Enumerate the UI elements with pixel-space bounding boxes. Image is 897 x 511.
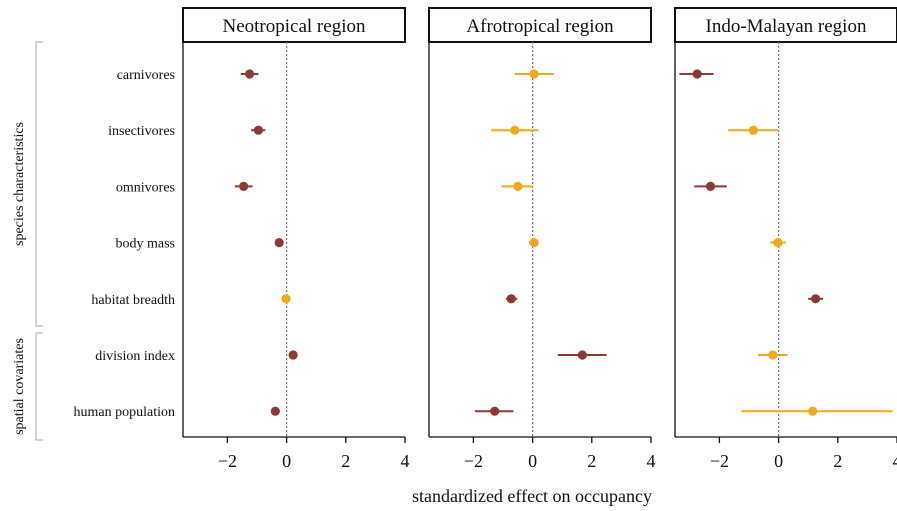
estimate-point-habitat-breadth	[811, 294, 821, 304]
estimate-point-division-index	[577, 350, 587, 360]
estimate-point-habitat-breadth	[281, 294, 291, 304]
estimate-point-insectivores	[510, 125, 520, 135]
estimate-point-human-population	[490, 406, 500, 416]
x-tick-label: 4	[893, 451, 897, 471]
x-tick-label: 0	[282, 451, 291, 471]
row-label-body-mass: body mass	[116, 237, 176, 252]
row-label-insectivores: insectivores	[108, 124, 175, 139]
row-label-habitat-breadth: habitat breadth	[91, 293, 175, 308]
estimate-point-omnivores	[239, 181, 249, 191]
row-label-omnivores: omnivores	[116, 180, 175, 195]
estimate-point-carnivores	[692, 69, 702, 79]
x-axis-title: standardized effect on occupancy	[412, 486, 652, 506]
estimate-point-division-index	[768, 350, 778, 360]
panel-title: Indo-Malayan region	[706, 16, 867, 37]
estimate-point-carnivores	[529, 69, 539, 79]
panel-title: Afrotropical region	[466, 16, 614, 37]
group-label-spatial-covariates: spatial covariates	[12, 338, 27, 435]
group-label-species-characteristics: species characteristics	[12, 122, 27, 246]
panel-afrotropical-region: Afrotropical region −2 0 2 4	[428, 7, 656, 471]
row-label-human-population: human population	[74, 405, 176, 420]
panel-title-box	[674, 7, 897, 43]
x-tick-label: 2	[587, 451, 596, 471]
row-label-division-index: division index	[95, 349, 175, 364]
estimate-point-insectivores	[748, 125, 759, 135]
panel-title: Neotropical region	[223, 16, 366, 37]
estimate-point-body-mass	[529, 238, 539, 248]
estimate-point-omnivores	[705, 181, 716, 191]
x-tick-label: −2	[218, 451, 237, 471]
x-tick-label: −2	[710, 451, 729, 471]
x-tick-label: 0	[528, 451, 537, 471]
x-tick-label: 0	[774, 451, 783, 471]
estimate-point-insectivores	[253, 125, 264, 135]
panel-indo-malayan-region: Indo-Malayan region −2 0 2 4	[674, 7, 897, 471]
row-labels: carnivores insectivores omnivores body mass…	[74, 68, 176, 420]
x-tick-label: 2	[833, 451, 842, 471]
x-tick-label: 2	[341, 451, 350, 471]
estimate-point-body-mass	[773, 238, 783, 248]
x-tick-label: 4	[401, 451, 410, 471]
estimate-point-body-mass	[274, 238, 284, 248]
panel-title-box	[428, 7, 652, 43]
row-label-carnivores: carnivores	[117, 68, 175, 83]
estimate-point-carnivores	[245, 69, 255, 79]
panel-title-box	[182, 7, 406, 43]
x-tick-label: 4	[647, 451, 656, 471]
group-bracket-spatial-covariates	[35, 332, 43, 441]
x-tick-label: −2	[464, 451, 483, 471]
panel-neotropical-region: Neotropical region −2 0 2 4	[182, 7, 410, 471]
estimate-point-omnivores	[513, 181, 523, 191]
group-bracket-species-characteristics	[35, 41, 43, 327]
estimate-point-habitat-breadth	[506, 294, 516, 304]
estimate-point-human-population	[808, 406, 818, 416]
row-group-brackets: species characteristics spatial covariate…	[12, 41, 43, 441]
estimate-point-human-population	[270, 406, 280, 416]
estimate-point-division-index	[288, 350, 298, 360]
